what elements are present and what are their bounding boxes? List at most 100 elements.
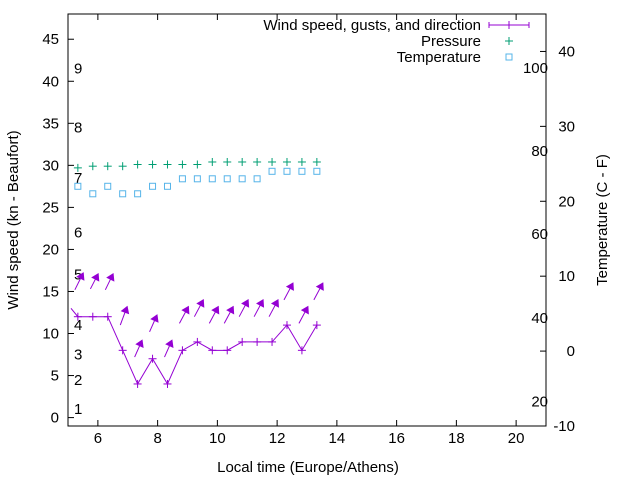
temperature-point — [149, 182, 157, 190]
fahrenheit-label: 80 — [531, 143, 548, 160]
y-tick-label: 20 — [42, 241, 59, 258]
temperature-point — [163, 182, 171, 190]
pressure-point — [103, 162, 112, 171]
y2-tick-label: 30 — [558, 118, 575, 135]
wind-direction-arrow — [134, 339, 144, 358]
wind-series — [70, 307, 321, 388]
temperature-series — [74, 167, 321, 198]
pressure-point — [118, 162, 127, 171]
temperature-point — [223, 175, 231, 183]
x-tick-label: 8 — [153, 430, 161, 447]
wind-direction-arrow — [178, 305, 190, 324]
beaufort-label: 2 — [74, 372, 82, 389]
temperature-point — [89, 190, 97, 198]
x-tick-label: 16 — [388, 430, 405, 447]
pressure-point — [282, 157, 291, 166]
temperature-point — [119, 190, 127, 198]
pressure-point — [193, 160, 202, 169]
pressure-point — [238, 157, 247, 166]
y2-tick-label: 40 — [558, 43, 575, 60]
wind-direction-arrow — [74, 272, 85, 291]
beaufort-label: 3 — [74, 347, 82, 364]
wind-point — [312, 321, 321, 330]
wind-point — [148, 354, 157, 363]
y-tick-label: 25 — [42, 199, 59, 216]
beaufort-label: 1 — [74, 401, 82, 418]
pressure-point — [253, 157, 262, 166]
temperature-point — [238, 175, 246, 183]
beaufort-label: 5 — [74, 267, 82, 284]
y-tick-label: 30 — [42, 157, 59, 174]
y2-tick-label: 10 — [558, 268, 575, 285]
legend-swatch-temperature — [505, 53, 513, 61]
y2-tick-label: 0 — [567, 343, 575, 360]
pressure-point — [297, 157, 306, 166]
fahrenheit-label: 100 — [523, 60, 548, 77]
y-axis: 0 5 10 15 20 25 30 35 40 45 — [42, 31, 74, 427]
y2-tick-label: -10 — [553, 418, 575, 435]
fahrenheit-label: 60 — [531, 226, 548, 243]
y2-axis-title: Temperature (C - F) — [594, 154, 611, 286]
wind-point — [238, 337, 247, 346]
wind-point — [268, 337, 277, 346]
y2-axis: -10 0 10 20 30 40 — [540, 43, 575, 435]
temperature-point — [253, 175, 261, 183]
x-tick-label: 18 — [448, 430, 465, 447]
y2-tick-label: 20 — [558, 193, 575, 210]
pressure-point — [148, 160, 157, 169]
legend-swatch-pressure — [505, 37, 513, 45]
y-tick-label: 45 — [42, 31, 59, 48]
wind-direction-arrow — [119, 305, 130, 326]
pressure-point — [178, 160, 187, 169]
wind-point — [193, 337, 202, 346]
legend-label-wind: Wind speed, gusts, and direction — [263, 17, 481, 34]
temperature-point — [104, 182, 112, 190]
beaufort-label: 4 — [74, 317, 82, 334]
y-axis-title: Wind speed (kn - Beaufort) — [5, 130, 22, 309]
wind-direction-arrow — [313, 282, 324, 301]
y-tick-label: 35 — [42, 115, 59, 132]
temperature-point — [313, 167, 321, 175]
pressure-point — [223, 157, 232, 166]
x-tick-label: 20 — [508, 430, 525, 447]
wind-point — [163, 379, 172, 388]
wind-direction-arrow — [253, 299, 265, 317]
temperature-point — [298, 167, 306, 175]
legend-label-pressure: Pressure — [421, 33, 481, 50]
x-axis-title: Local time (Europe/Athens) — [217, 459, 399, 476]
y-tick-label: 0 — [51, 410, 59, 427]
pressure-series — [73, 157, 321, 172]
wind-direction-arrow — [238, 299, 250, 317]
wind-direction-arrow — [104, 272, 115, 291]
legend-swatch-wind — [488, 21, 530, 29]
pressure-point — [88, 162, 97, 171]
wind-point — [88, 312, 97, 321]
beaufort-label: 7 — [74, 170, 82, 187]
x-tick-label: 10 — [209, 430, 226, 447]
legend-label-temperature: Temperature — [397, 49, 481, 66]
y-tick-label: 10 — [42, 326, 59, 343]
y-tick-label: 5 — [51, 368, 59, 385]
fahrenheit-label: 20 — [531, 393, 548, 410]
y-tick-label: 15 — [42, 283, 59, 300]
wind-direction-arrow — [223, 305, 235, 324]
fahrenheit-label: 40 — [531, 310, 548, 327]
beaufort-scale: 1 2 3 4 5 6 7 8 9 — [74, 61, 82, 419]
wind-point — [178, 346, 187, 355]
wind-direction-arrow — [283, 282, 294, 301]
wind-direction-arrow — [89, 272, 100, 290]
wind-direction-arrow — [298, 305, 309, 324]
temperature-point — [268, 167, 276, 175]
x-tick-label: 12 — [269, 430, 286, 447]
pressure-point — [268, 157, 277, 166]
pressure-point — [208, 157, 217, 166]
wind-point — [103, 312, 112, 321]
wind-point — [133, 379, 142, 388]
wind-direction-arrow — [193, 299, 205, 317]
legend: Wind speed, gusts, and direction Pressur… — [263, 17, 530, 66]
wind-direction-arrow — [164, 339, 174, 358]
temperature-point — [74, 182, 82, 190]
pressure-point — [73, 163, 82, 172]
wind-direction-arrow — [208, 305, 220, 324]
